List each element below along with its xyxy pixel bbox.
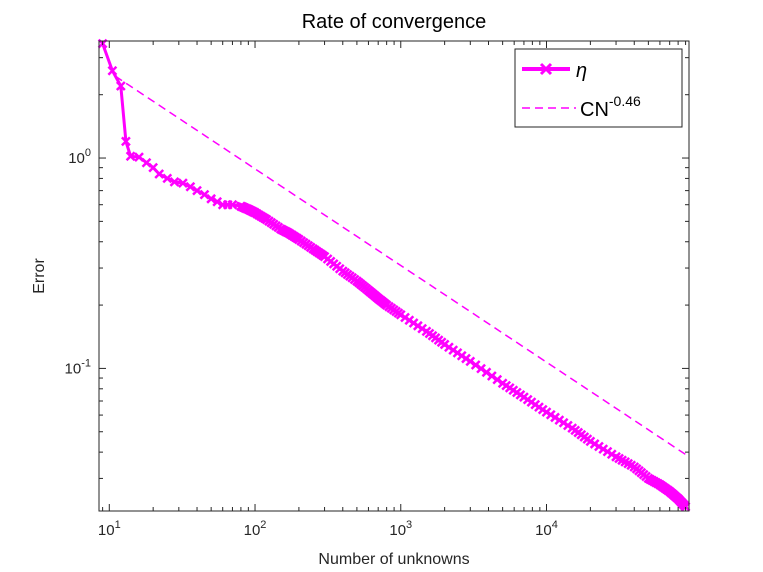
series-eta-marker <box>115 81 126 91</box>
series-eta-marker <box>134 152 144 163</box>
series-eta-marker <box>680 501 691 512</box>
y-tick-label: 100 <box>68 147 91 167</box>
x-tick-label: 104 <box>535 519 558 539</box>
series-eta-marker <box>199 189 210 200</box>
series-eta-marker <box>154 169 165 179</box>
legend: η CN-0.46 <box>514 48 683 128</box>
x-tick-label: 101 <box>98 519 121 539</box>
series-layer <box>97 38 691 512</box>
legend-cn-label: CN-0.46 <box>580 93 641 121</box>
legend-box <box>514 48 683 128</box>
y-tick-label: 10-1 <box>65 357 91 377</box>
series-eta-marker <box>227 199 238 210</box>
series-eta-marker <box>192 185 202 196</box>
x-axis-label: Number of unknowns <box>318 551 469 568</box>
reference-line-cn <box>114 75 686 456</box>
series-eta-marker <box>206 193 217 204</box>
series-eta-marker <box>178 178 188 188</box>
y-axis-label: Error <box>31 258 48 294</box>
legend-cn-base: CN <box>580 99 609 121</box>
series-eta-marker <box>212 196 223 207</box>
chart-title: Rate of convergence <box>302 11 487 33</box>
series-eta-marker <box>125 151 136 162</box>
x-tick-label: 102 <box>244 519 267 539</box>
legend-eta-label: η <box>576 60 587 82</box>
series-eta-marker <box>107 65 118 76</box>
plot-frame <box>98 40 690 512</box>
series-eta-marker <box>162 173 173 184</box>
ticks-layer <box>99 41 689 511</box>
legend-cn-exponent: -0.46 <box>609 93 641 109</box>
series-eta-marker <box>169 177 180 187</box>
series-eta-marker <box>185 181 196 192</box>
series-eta-marker <box>121 136 131 147</box>
legend-eta-marker <box>539 62 553 76</box>
x-tick-label: 103 <box>389 519 412 539</box>
